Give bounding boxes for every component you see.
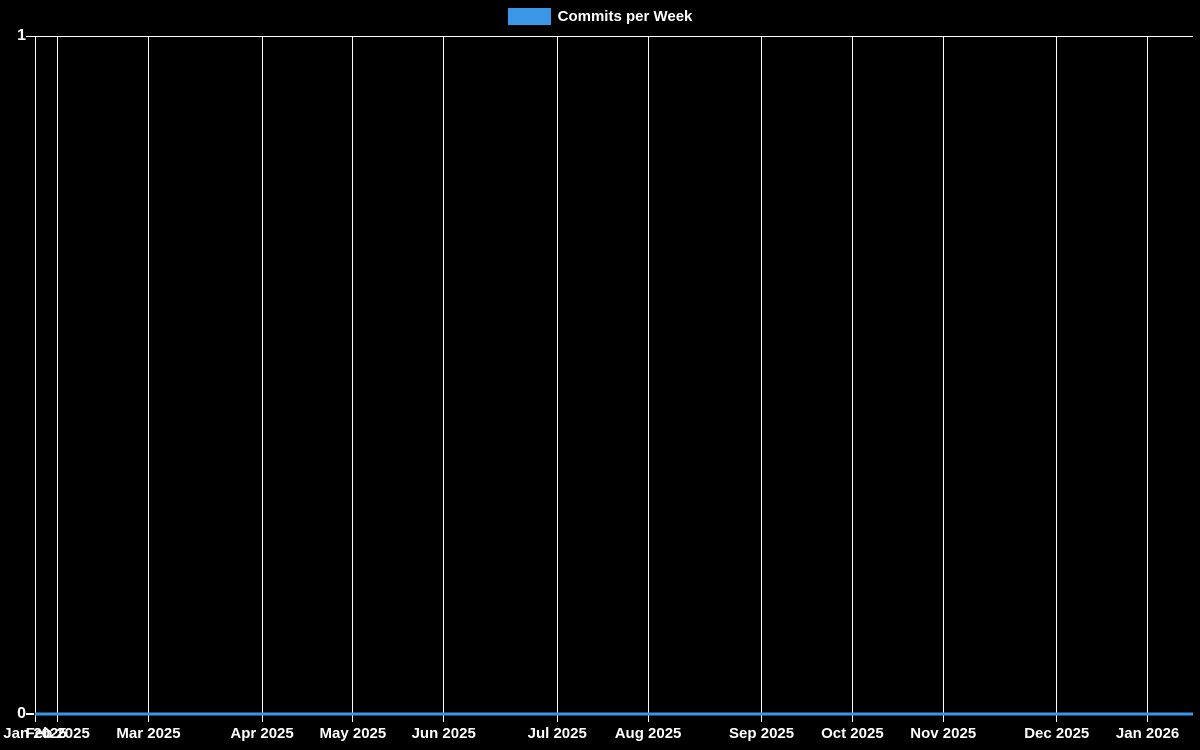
x-tick-label: Aug 2025 [614, 725, 682, 742]
x-gridline [942, 36, 944, 722]
x-tick-label: Nov 2025 [910, 725, 977, 742]
legend-item-commits-per-week[interactable]: Commits per Week [507, 8, 693, 25]
x-tick-label: Mar 2025 [116, 725, 181, 742]
legend-swatch-icon [507, 8, 551, 25]
legend-label: Commits per Week [557, 8, 693, 25]
x-gridline [1147, 36, 1149, 722]
x-tick-label: Jun 2025 [411, 725, 476, 742]
x-tick-label: Jan 2026 [1115, 725, 1180, 742]
x-tick-label: Sep 2025 [729, 725, 795, 742]
y-axis-tick-zero [26, 713, 34, 715]
x-tick-label: Jul 2025 [527, 725, 587, 742]
x-gridline [556, 36, 558, 722]
x-gridline [443, 36, 445, 722]
x-tick-label: Feb 2025 [25, 725, 90, 742]
x-tick-label: Dec 2025 [1024, 725, 1090, 742]
legend: Commits per Week [0, 8, 1200, 25]
gridline-y-max [26, 36, 1193, 37]
x-gridline [352, 36, 354, 722]
x-gridline [34, 36, 36, 722]
x-gridline [851, 36, 853, 722]
x-tick-label: May 2025 [319, 725, 387, 742]
x-gridline [761, 36, 763, 722]
x-tick-label: Jan 2025 [3, 725, 67, 742]
x-gridline [647, 36, 649, 722]
y-tick-label: 0 [17, 705, 26, 722]
x-gridline [261, 36, 263, 722]
y-tick-label: 1 [17, 27, 26, 44]
x-tick-label: Apr 2025 [230, 725, 294, 742]
x-gridline [1056, 36, 1058, 722]
x-gridline [148, 36, 150, 722]
x-tick-label: Oct 2025 [821, 725, 884, 742]
x-gridline [57, 36, 59, 722]
